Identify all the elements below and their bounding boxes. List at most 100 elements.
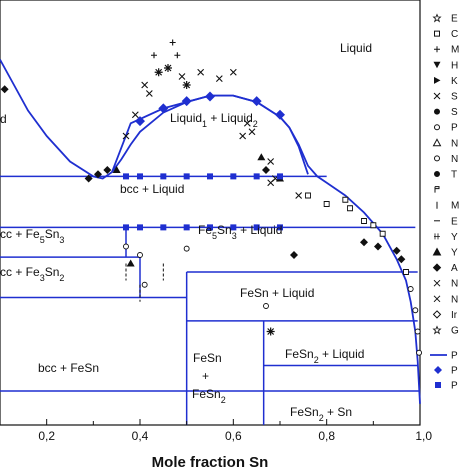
legend-label: N [451, 294, 458, 305]
legend-symbol [434, 76, 441, 84]
monotectic-point [207, 173, 213, 180]
legend-label: E [451, 14, 458, 25]
legend-symbol [434, 124, 441, 131]
experimental-point [323, 201, 330, 207]
experimental-point [290, 251, 298, 259]
legend-label: Ir [451, 310, 458, 321]
experimental-point [169, 39, 176, 46]
miscibility-point [251, 96, 262, 107]
x-axis-label: Mole fraction Sn [152, 454, 269, 471]
legend-label: P [451, 123, 458, 134]
region-label-bcc-liquid: bcc + Liquid [120, 182, 184, 196]
experimental-point [248, 128, 256, 136]
experimental-point [145, 90, 153, 97]
experimental-point [137, 252, 143, 258]
experimental-point [131, 111, 139, 119]
legend-symbol [434, 46, 440, 53]
eutectoid-point [253, 224, 260, 231]
x-tick-label: 0,2 [38, 429, 55, 443]
experimental-point [257, 153, 266, 161]
region-label-fesn-fesn2-c: FeSn2 [192, 387, 226, 405]
x-tick-label: 0,4 [132, 429, 149, 443]
legend-label: A [451, 263, 458, 274]
eutectoid-point [230, 224, 237, 231]
experimental-point [397, 255, 406, 264]
region-label-fesn-fesn2-a: FeSn [193, 351, 222, 365]
legend-symbol [434, 30, 440, 37]
region-label-fesn-liquid: FeSn + Liquid [240, 286, 314, 300]
experimental-point [342, 196, 349, 203]
monotectic-point [137, 173, 143, 180]
experimental-point [360, 238, 368, 247]
legend-label: T [451, 170, 457, 181]
plot-frame [0, 0, 421, 426]
miscibility-dome [111, 94, 309, 175]
eutectoid-point [277, 224, 283, 231]
experimental-point [414, 328, 421, 335]
experimental-point [379, 230, 386, 237]
eutectoid-point [160, 224, 167, 231]
experimental-point [122, 132, 130, 140]
legend-model-label: P [451, 381, 458, 392]
legend-symbol [432, 310, 442, 319]
experimental-point [182, 81, 191, 89]
legend-symbol [434, 171, 441, 177]
region-label-fesn-fesn2-b: + [202, 369, 209, 383]
legend-symbol [433, 61, 441, 69]
experimental-point [262, 166, 270, 174]
region-label-fesn2-sn: FeSn2 + Sn [290, 405, 352, 423]
x-axis-ticks: 0,2 0,4 0,6 0,8 1,0 [38, 419, 432, 443]
legend-label: Y [451, 248, 458, 259]
legend-label: C [451, 29, 458, 40]
legend-label: H [451, 60, 458, 71]
region-label-fe5sn3-liquid: Fe5Sn3 + Liquid [198, 223, 282, 241]
legend-label: S [451, 92, 458, 103]
region-label-fesn2-liquid: FeSn2 + Liquid [285, 347, 364, 365]
legend-symbol [432, 263, 442, 272]
monotectic-point [230, 173, 237, 180]
legend-label: M [451, 201, 459, 212]
legend-symbol [433, 295, 441, 303]
legend-symbol [434, 155, 441, 162]
region-label-bcc-fe5sn3: cc + Fe5Sn3 [0, 227, 64, 245]
experimental-point [174, 52, 181, 59]
eutectoid-point [183, 224, 190, 231]
experimental-point [164, 64, 172, 72]
calculated-points [123, 91, 285, 231]
region-label-liquid-liquid: Liquid1 + Liquid2 [170, 111, 258, 129]
experimental-point [267, 158, 275, 165]
experimental-point [392, 246, 401, 255]
legend-symbol [432, 325, 442, 335]
experimental-point [416, 349, 423, 356]
legend-symbol [433, 279, 441, 287]
region-label-d-fragment: d [0, 112, 7, 126]
phase-region-labels: Liquid Liquid1 + Liquid2 d bcc + Liquid cc +… [0, 41, 372, 423]
experimental-point [305, 192, 311, 199]
region-label-bcc-fesn: bcc + FeSn [38, 361, 99, 375]
miscibility-point [275, 109, 285, 120]
experimental-point [229, 68, 237, 76]
experimental-point [239, 132, 247, 140]
experimental-point [266, 327, 275, 336]
experimental-point [0, 85, 9, 94]
legend-symbol [432, 247, 442, 256]
experimental-point [154, 68, 163, 77]
miscibility-point [205, 91, 215, 102]
legend-label: N [451, 138, 458, 149]
experimental-point [84, 174, 93, 183]
experimental-point [123, 243, 129, 250]
legend-label: Y [451, 232, 458, 243]
legend-symbol [432, 138, 442, 147]
legend-model-diamond [434, 366, 442, 374]
experimental-point [243, 119, 251, 127]
legend-symbol [432, 13, 442, 23]
experimental-point [112, 166, 121, 173]
experimental-point [407, 286, 414, 292]
legend-symbol [433, 92, 441, 100]
experimental-point [215, 75, 223, 83]
experimental-point [197, 68, 205, 76]
monotectic-point [160, 173, 167, 180]
legend-label: K [451, 76, 458, 87]
experimental-point [94, 170, 102, 179]
experimental-points [0, 39, 423, 356]
